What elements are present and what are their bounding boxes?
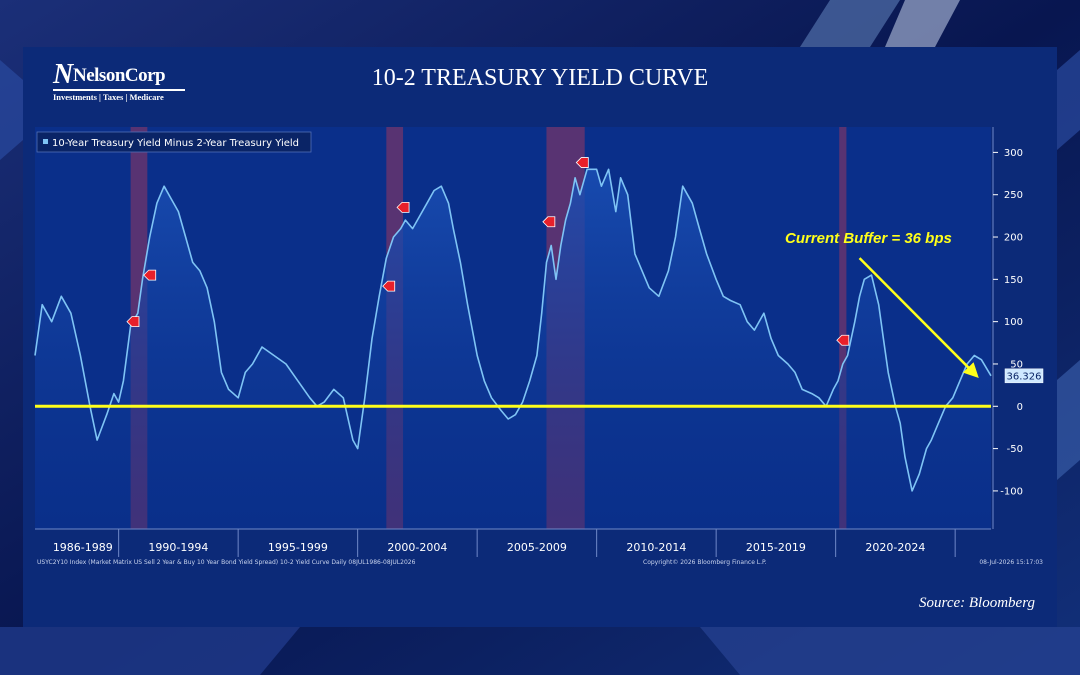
chart-title: 10-2 TREASURY YIELD CURVE bbox=[371, 65, 709, 91]
yield-curve-chart: 300 250 200 150 100 50 0 -50 -100 36.326 1986-1989… bbox=[34, 127, 1044, 566]
event-marker-5 bbox=[575, 157, 589, 168]
x-tick-label-0: 1986-1989 bbox=[53, 541, 113, 554]
x-tick-label-2: 1995-1999 bbox=[268, 541, 328, 554]
legend-swatch bbox=[43, 139, 48, 144]
series-area-fill bbox=[35, 169, 991, 530]
y-tick-label-1: 250 bbox=[1004, 190, 1023, 201]
y-tick-label-4: 100 bbox=[1004, 317, 1023, 328]
event-marker-6 bbox=[836, 334, 850, 346]
footnote-right: 08-Jul-2026 15:17:03 bbox=[979, 559, 1043, 566]
event-marker-0 bbox=[126, 316, 140, 328]
chart-card: 300 250 200 150 100 50 0 -50 -100 36.326 1986-1989… bbox=[23, 47, 1057, 627]
legend-entry: 10-Year Treasury Yield Minus 2-Year Trea… bbox=[52, 138, 299, 149]
annotation-arrow bbox=[858, 257, 979, 378]
logo-n-mark: N bbox=[53, 59, 74, 90]
event-marker-3 bbox=[396, 202, 410, 213]
y-tick-label-0: 300 bbox=[1004, 148, 1023, 159]
annotation-text: Current Buffer = 36 bps bbox=[785, 230, 952, 247]
source-note: Source: Bloomberg bbox=[919, 595, 1035, 611]
y-tick-label-8: -100 bbox=[1000, 486, 1023, 497]
legend: 10-Year Treasury Yield Minus 2-Year Trea… bbox=[36, 131, 312, 153]
x-tick-label-6: 2015-2019 bbox=[746, 541, 806, 554]
last-value-label: 36.326 bbox=[1007, 371, 1042, 382]
y-tick-label-6: 0 bbox=[1017, 402, 1023, 413]
y-tick-label-3: 150 bbox=[1004, 275, 1023, 286]
footnote-left: USYC2Y10 Index (Market Matrix US Sell 2 … bbox=[37, 559, 416, 566]
recession-band-3 bbox=[839, 127, 847, 529]
footnote-center: Copyright© 2026 Bloomberg Finance L.P. bbox=[643, 559, 767, 566]
y-tick-label-7: -50 bbox=[1007, 444, 1023, 455]
last-value-box bbox=[1004, 368, 1044, 384]
y-tick-label-2: 200 bbox=[1004, 233, 1023, 244]
x-tick-label-1: 1990-1994 bbox=[148, 541, 208, 554]
nelsoncorp-logo: N NelsonCorp Investments | Taxes | Medic… bbox=[53, 59, 193, 103]
event-marker-1 bbox=[143, 269, 157, 281]
legend-box bbox=[36, 131, 312, 153]
logo-tagline: Investments | Taxes | Medicare bbox=[53, 92, 164, 102]
series-line bbox=[34, 168, 992, 492]
logo-underline bbox=[53, 89, 185, 91]
event-marker-4 bbox=[542, 216, 556, 228]
x-tick-label-3: 2000-2004 bbox=[387, 541, 447, 554]
x-tick-label-4: 2005-2009 bbox=[507, 541, 567, 554]
logo-name: NelsonCorp bbox=[73, 65, 166, 86]
x-tick-label-7: 2020-2024 bbox=[865, 541, 925, 554]
event-marker-2 bbox=[382, 280, 396, 292]
x-tick-label-5: 2010-2014 bbox=[626, 541, 686, 554]
y-tick-label-5: 50 bbox=[1010, 359, 1023, 370]
